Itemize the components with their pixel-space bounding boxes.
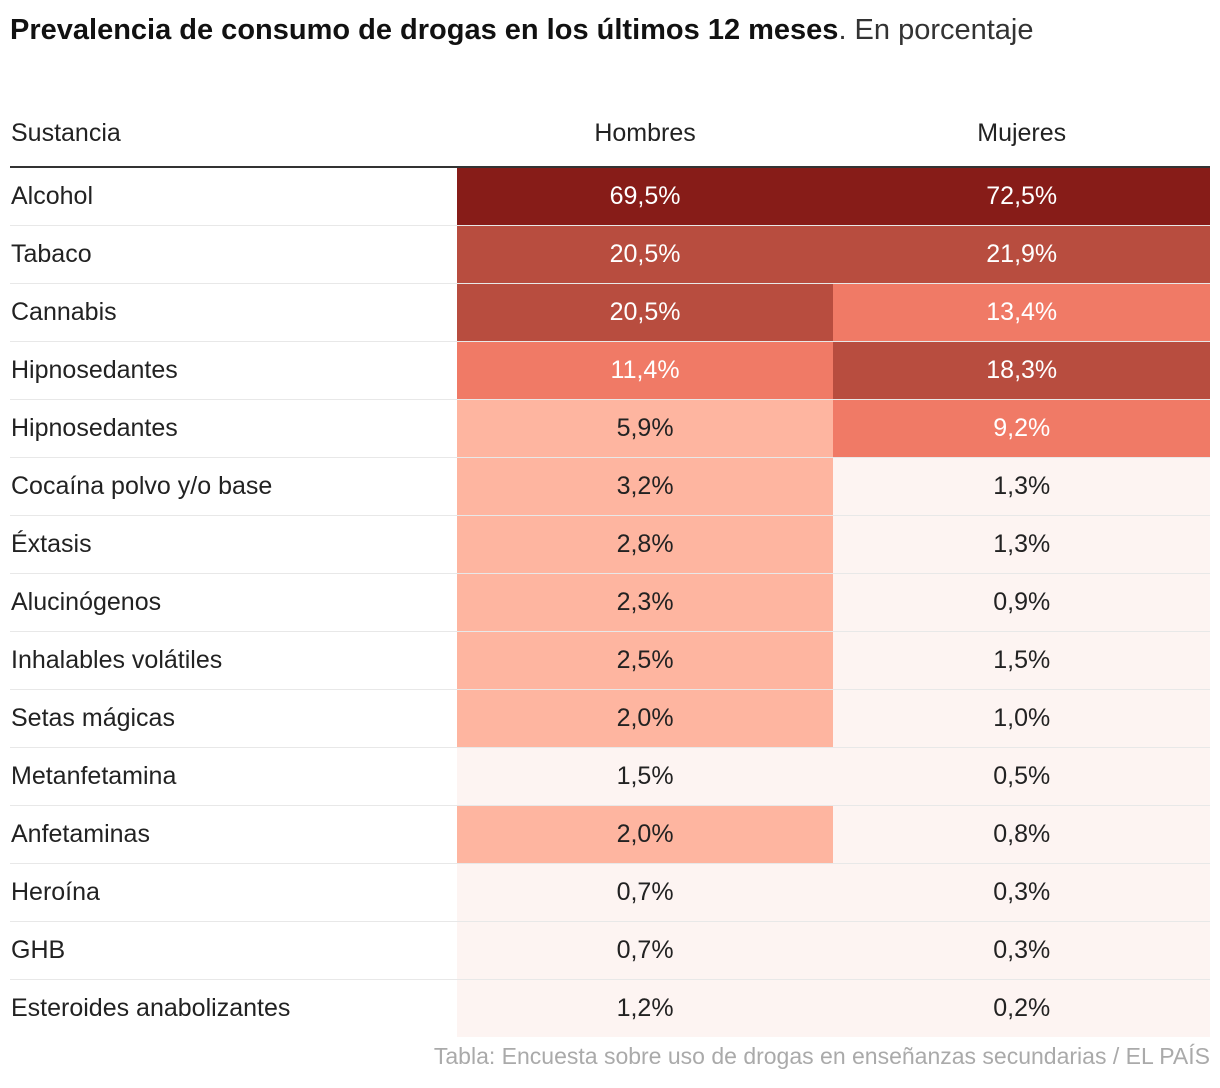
cell-mujeres: 21,9% [833,225,1210,284]
cell-hombres: 69,5% [456,167,834,226]
row-label: Alcohol [10,167,457,226]
table-row: Metanfetamina 1,5% 0,5% [10,747,1210,806]
cell-mujeres: 0,5% [833,747,1210,806]
table-row: Esteroides anabolizantes 1,2% 0,2% [10,979,1210,1037]
cell-mujeres: 0,8% [833,805,1210,864]
cell-hombres: 0,7% [456,863,834,922]
cell-hombres: 1,5% [456,747,834,806]
chart-title: Prevalencia de consumo de drogas en los … [10,14,1034,46]
cell-mujeres: 0,2% [833,979,1210,1037]
row-label: Éxtasis [10,515,457,574]
row-label: Setas mágicas [10,689,457,748]
chart-subtitle: . En porcentaje [838,14,1034,46]
table-row: Tabaco 20,5% 21,9% [10,225,1210,284]
cell-mujeres: 0,3% [833,921,1210,980]
row-label: Heroína [10,863,457,922]
cell-mujeres: 1,0% [833,689,1210,748]
row-label: Esteroides anabolizantes [11,994,291,1022]
row-label: Tabaco [10,225,457,284]
table-row: Alucinógenos 2,3% 0,9% [10,573,1210,632]
row-label: Cannabis [10,283,457,342]
row-label: Metanfetamina [10,747,457,806]
table-row: Anfetaminas 2,0% 0,8% [10,805,1210,864]
table-row: Inhalables volátiles 2,5% 1,5% [10,631,1210,690]
cell-hombres: 2,8% [456,515,834,574]
cell-hombres: 2,5% [456,631,834,690]
row-label: Hipnosedantes [10,399,457,458]
source-note: Tabla: Encuesta sobre uso de drogas en e… [433,1043,1210,1069]
cell-mujeres: 1,5% [833,631,1210,690]
row-label: GHB [10,921,457,980]
table-row: Setas mágicas 2,0% 1,0% [10,689,1210,748]
cell-mujeres: 1,3% [833,515,1210,574]
column-header-hombres: Hombres [456,100,834,168]
cell-hombres: 3,2% [456,457,834,516]
table-row: Éxtasis 2,8% 1,3% [10,515,1210,574]
cell-hombres: 20,5% [456,225,834,284]
data-table: Sustancia Hombres Mujeres Alcohol 69,5% 72… [10,100,1210,1037]
table-row: Hipnosedantes 5,9% 9,2% [10,399,1210,458]
cell-mujeres: 1,3% [833,457,1210,516]
column-header-sustancia: Sustancia [10,100,457,168]
table-row: Hipnosedantes 11,4% 18,3% [10,341,1210,400]
row-label: Alucinógenos [10,573,457,632]
cell-hombres: 11,4% [456,341,834,400]
cell-hombres: 2,3% [456,573,834,632]
row-label: Cocaína polvo y/o base [10,457,457,516]
table-row: GHB 0,7% 0,3% [10,921,1210,980]
row-label: Hipnosedantes [10,341,457,400]
cell-mujeres: 13,4% [833,283,1210,342]
cell-mujeres: 0,9% [833,573,1210,632]
cell-hombres: 2,0% [456,805,834,864]
cell-hombres: 0,7% [456,921,834,980]
table-row: Heroína 0,7% 0,3% [10,863,1210,922]
cell-hombres: 1,2% [456,979,834,1037]
cell-mujeres: 18,3% [833,341,1210,400]
row-label: Inhalables volátiles [10,631,457,690]
header-row: Sustancia Hombres Mujeres [10,100,1210,168]
cell-mujeres: 9,2% [833,399,1210,458]
table-row: Cannabis 20,5% 13,4% [10,283,1210,342]
cell-hombres: 5,9% [456,399,834,458]
column-header-mujeres: Mujeres [833,100,1210,168]
cell-mujeres: 72,5% [833,167,1210,226]
cell-hombres: 2,0% [456,689,834,748]
cell-hombres: 20,5% [456,283,834,342]
cell-mujeres: 0,3% [833,863,1210,922]
row-label: Anfetaminas [10,805,457,864]
table-row: Alcohol 69,5% 72,5% [10,167,1210,226]
table-row: Cocaína polvo y/o base 3,2% 1,3% [10,457,1210,516]
